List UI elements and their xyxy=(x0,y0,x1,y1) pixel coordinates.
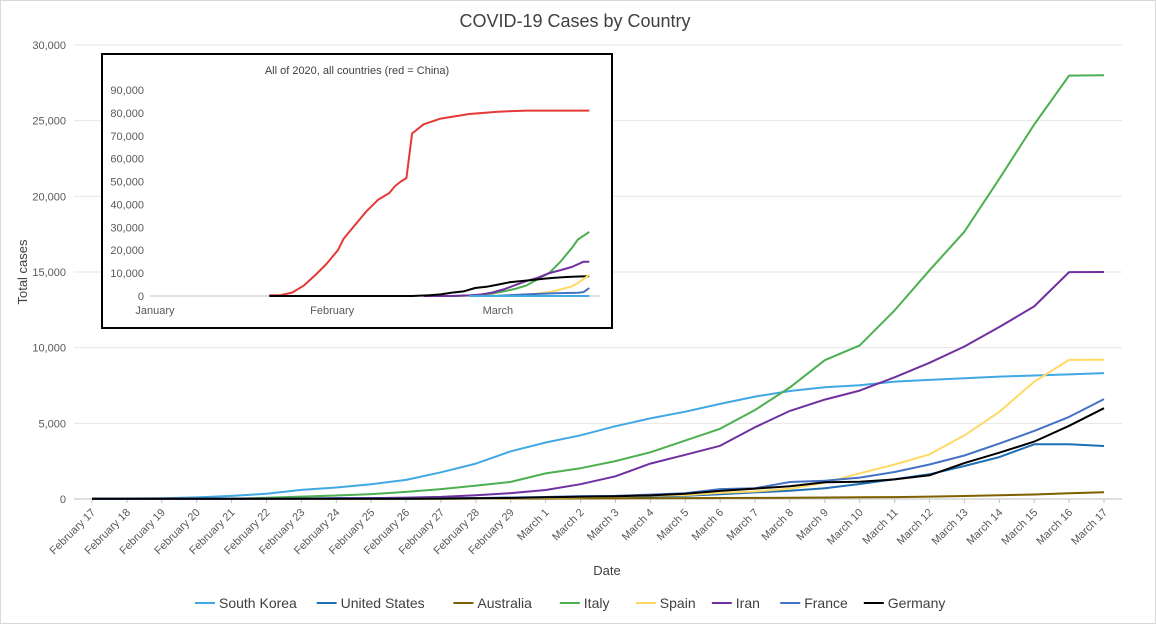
legend-label-iran: Iran xyxy=(736,595,760,611)
inset-series-line-germany xyxy=(269,275,590,297)
legend-label-south-korea: South Korea xyxy=(219,595,297,611)
inset-y-tick-label: 0 xyxy=(138,291,144,303)
main-y-tick-label: 25,000 xyxy=(32,116,66,128)
inset-y-tick-label: 60,000 xyxy=(110,154,144,166)
inset-y-axis: 0 10,000 20,000 30,000 40,000 50,000 60,000 70,… xyxy=(110,85,144,303)
legend: South Korea United States Australia Italy Sp… xyxy=(195,595,945,611)
inset-y-tick-label: 20,000 xyxy=(110,245,144,257)
main-y-tick-label: 10,000 xyxy=(32,343,66,355)
inset-y-tick-label: 30,000 xyxy=(110,222,144,234)
inset-title: All of 2020, all countries (red = China) xyxy=(265,65,449,77)
main-y-tick-label: 20,000 xyxy=(32,191,66,203)
legend-label-united-states: United States xyxy=(341,595,425,611)
inset-series-lines xyxy=(269,109,590,297)
inset-y-tick-label: 70,000 xyxy=(110,131,144,143)
legend-label-germany: Germany xyxy=(888,595,946,611)
y-axis-title: Total cases xyxy=(15,239,30,305)
main-y-axis: 0 5,000 10,000 15,000 20,000 25,000 30,000 xyxy=(32,40,66,506)
inset-series-line-china xyxy=(269,109,590,297)
x-axis-title: Date xyxy=(593,563,620,578)
inset-x-tick-label: February xyxy=(310,305,355,317)
inset-y-tick-label: 80,000 xyxy=(110,108,144,120)
inset-y-tick-label: 40,000 xyxy=(110,199,144,211)
inset-y-tick-label: 50,000 xyxy=(110,177,144,189)
inset-x-tick-label: January xyxy=(135,305,175,317)
main-series-lines xyxy=(92,74,1105,500)
main-y-tick-label: 15,000 xyxy=(32,267,66,279)
inset-chart: All of 2020, all countries (red = China)… xyxy=(101,53,613,329)
inset-x-tick-label: March xyxy=(483,305,514,317)
chart-title: COVID-19 Cases by Country xyxy=(459,11,690,31)
main-y-tick-label: 0 xyxy=(60,494,66,506)
main-y-tick-label: 30,000 xyxy=(32,40,66,52)
legend-label-france: France xyxy=(804,595,848,611)
inset-frame xyxy=(101,53,613,329)
series-line-south-korea xyxy=(92,372,1105,500)
legend-label-spain: Spain xyxy=(660,595,696,611)
inset-y-tick-label: 90,000 xyxy=(110,85,144,97)
inset-x-axis: January February March xyxy=(135,305,513,317)
legend-label-italy: Italy xyxy=(584,595,610,611)
legend-label-australia: Australia xyxy=(477,595,532,611)
inset-y-tick-label: 10,000 xyxy=(110,268,144,280)
series-line-germany xyxy=(92,407,1105,500)
main-y-tick-label: 5,000 xyxy=(38,418,66,430)
